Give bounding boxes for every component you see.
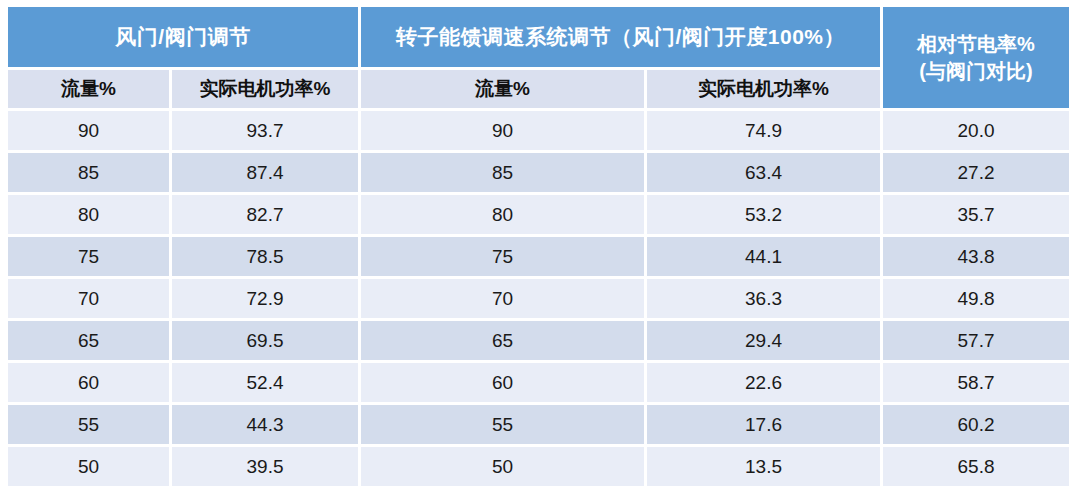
saving-rate-line2: (与阀门对比) <box>919 60 1032 82</box>
table-row: 90 93.7 90 74.9 20.0 <box>8 111 1069 150</box>
saving-rate-cell: 57.7 <box>883 321 1069 360</box>
valve-power-cell: 87.4 <box>172 153 358 192</box>
valve-power-cell: 82.7 <box>172 195 358 234</box>
valve-flow-cell: 75 <box>8 237 169 276</box>
vfd-power-cell: 13.5 <box>647 447 880 486</box>
saving-rate-cell: 43.8 <box>883 237 1069 276</box>
vfd-flow-cell: 90 <box>361 111 644 150</box>
table-row: 85 87.4 85 63.4 27.2 <box>8 153 1069 192</box>
saving-rate-cell: 27.2 <box>883 153 1069 192</box>
vfd-power-cell: 63.4 <box>647 153 880 192</box>
saving-rate-cell: 20.0 <box>883 111 1069 150</box>
subheader-valve-flow: 流量% <box>8 70 169 108</box>
table-row: 50 39.5 50 13.5 65.8 <box>8 447 1069 486</box>
table-row: 80 82.7 80 53.2 35.7 <box>8 195 1069 234</box>
saving-rate-cell: 58.7 <box>883 363 1069 402</box>
saving-rate-line1: 相对节电率% <box>917 33 1035 55</box>
vfd-power-cell: 22.6 <box>647 363 880 402</box>
valve-power-cell: 39.5 <box>172 447 358 486</box>
saving-rate-cell: 49.8 <box>883 279 1069 318</box>
valve-flow-cell: 50 <box>8 447 169 486</box>
table-row: 75 78.5 75 44.1 43.8 <box>8 237 1069 276</box>
table-row: 55 44.3 55 17.6 60.2 <box>8 405 1069 444</box>
valve-flow-cell: 55 <box>8 405 169 444</box>
vfd-flow-cell: 75 <box>361 237 644 276</box>
subheader-vfd-power: 实际电机功率% <box>647 70 880 108</box>
header-valve-regulation: 风门/阀门调节 <box>8 7 358 67</box>
header-group-row: 风门/阀门调节 转子能馈调速系统调节（风门/阀门开度100%） 相对节电率% (… <box>8 7 1069 67</box>
comparison-table: 风门/阀门调节 转子能馈调速系统调节（风门/阀门开度100%） 相对节电率% (… <box>5 4 1072 489</box>
vfd-power-cell: 36.3 <box>647 279 880 318</box>
saving-rate-cell: 35.7 <box>883 195 1069 234</box>
valve-flow-cell: 90 <box>8 111 169 150</box>
valve-power-cell: 52.4 <box>172 363 358 402</box>
valve-flow-cell: 65 <box>8 321 169 360</box>
vfd-flow-cell: 70 <box>361 279 644 318</box>
table-row: 70 72.9 70 36.3 49.8 <box>8 279 1069 318</box>
vfd-flow-cell: 80 <box>361 195 644 234</box>
valve-flow-cell: 60 <box>8 363 169 402</box>
subheader-vfd-flow: 流量% <box>361 70 644 108</box>
vfd-flow-cell: 85 <box>361 153 644 192</box>
vfd-power-cell: 53.2 <box>647 195 880 234</box>
vfd-power-cell: 17.6 <box>647 405 880 444</box>
valve-power-cell: 69.5 <box>172 321 358 360</box>
vfd-power-cell: 29.4 <box>647 321 880 360</box>
saving-rate-cell: 60.2 <box>883 405 1069 444</box>
vfd-flow-cell: 50 <box>361 447 644 486</box>
valve-power-cell: 72.9 <box>172 279 358 318</box>
valve-power-cell: 78.5 <box>172 237 358 276</box>
saving-rate-cell: 65.8 <box>883 447 1069 486</box>
vfd-power-cell: 44.1 <box>647 237 880 276</box>
valve-flow-cell: 80 <box>8 195 169 234</box>
header-rotor-feedback-regulation: 转子能馈调速系统调节（风门/阀门开度100%） <box>361 7 880 67</box>
subheader-valve-power: 实际电机功率% <box>172 70 358 108</box>
valve-power-cell: 44.3 <box>172 405 358 444</box>
vfd-flow-cell: 55 <box>361 405 644 444</box>
valve-power-cell: 93.7 <box>172 111 358 150</box>
vfd-flow-cell: 60 <box>361 363 644 402</box>
vfd-flow-cell: 65 <box>361 321 644 360</box>
header-relative-saving-rate: 相对节电率% (与阀门对比) <box>883 7 1069 108</box>
table-row: 65 69.5 65 29.4 57.7 <box>8 321 1069 360</box>
table-row: 60 52.4 60 22.6 58.7 <box>8 363 1069 402</box>
valve-flow-cell: 70 <box>8 279 169 318</box>
valve-flow-cell: 85 <box>8 153 169 192</box>
vfd-power-cell: 74.9 <box>647 111 880 150</box>
